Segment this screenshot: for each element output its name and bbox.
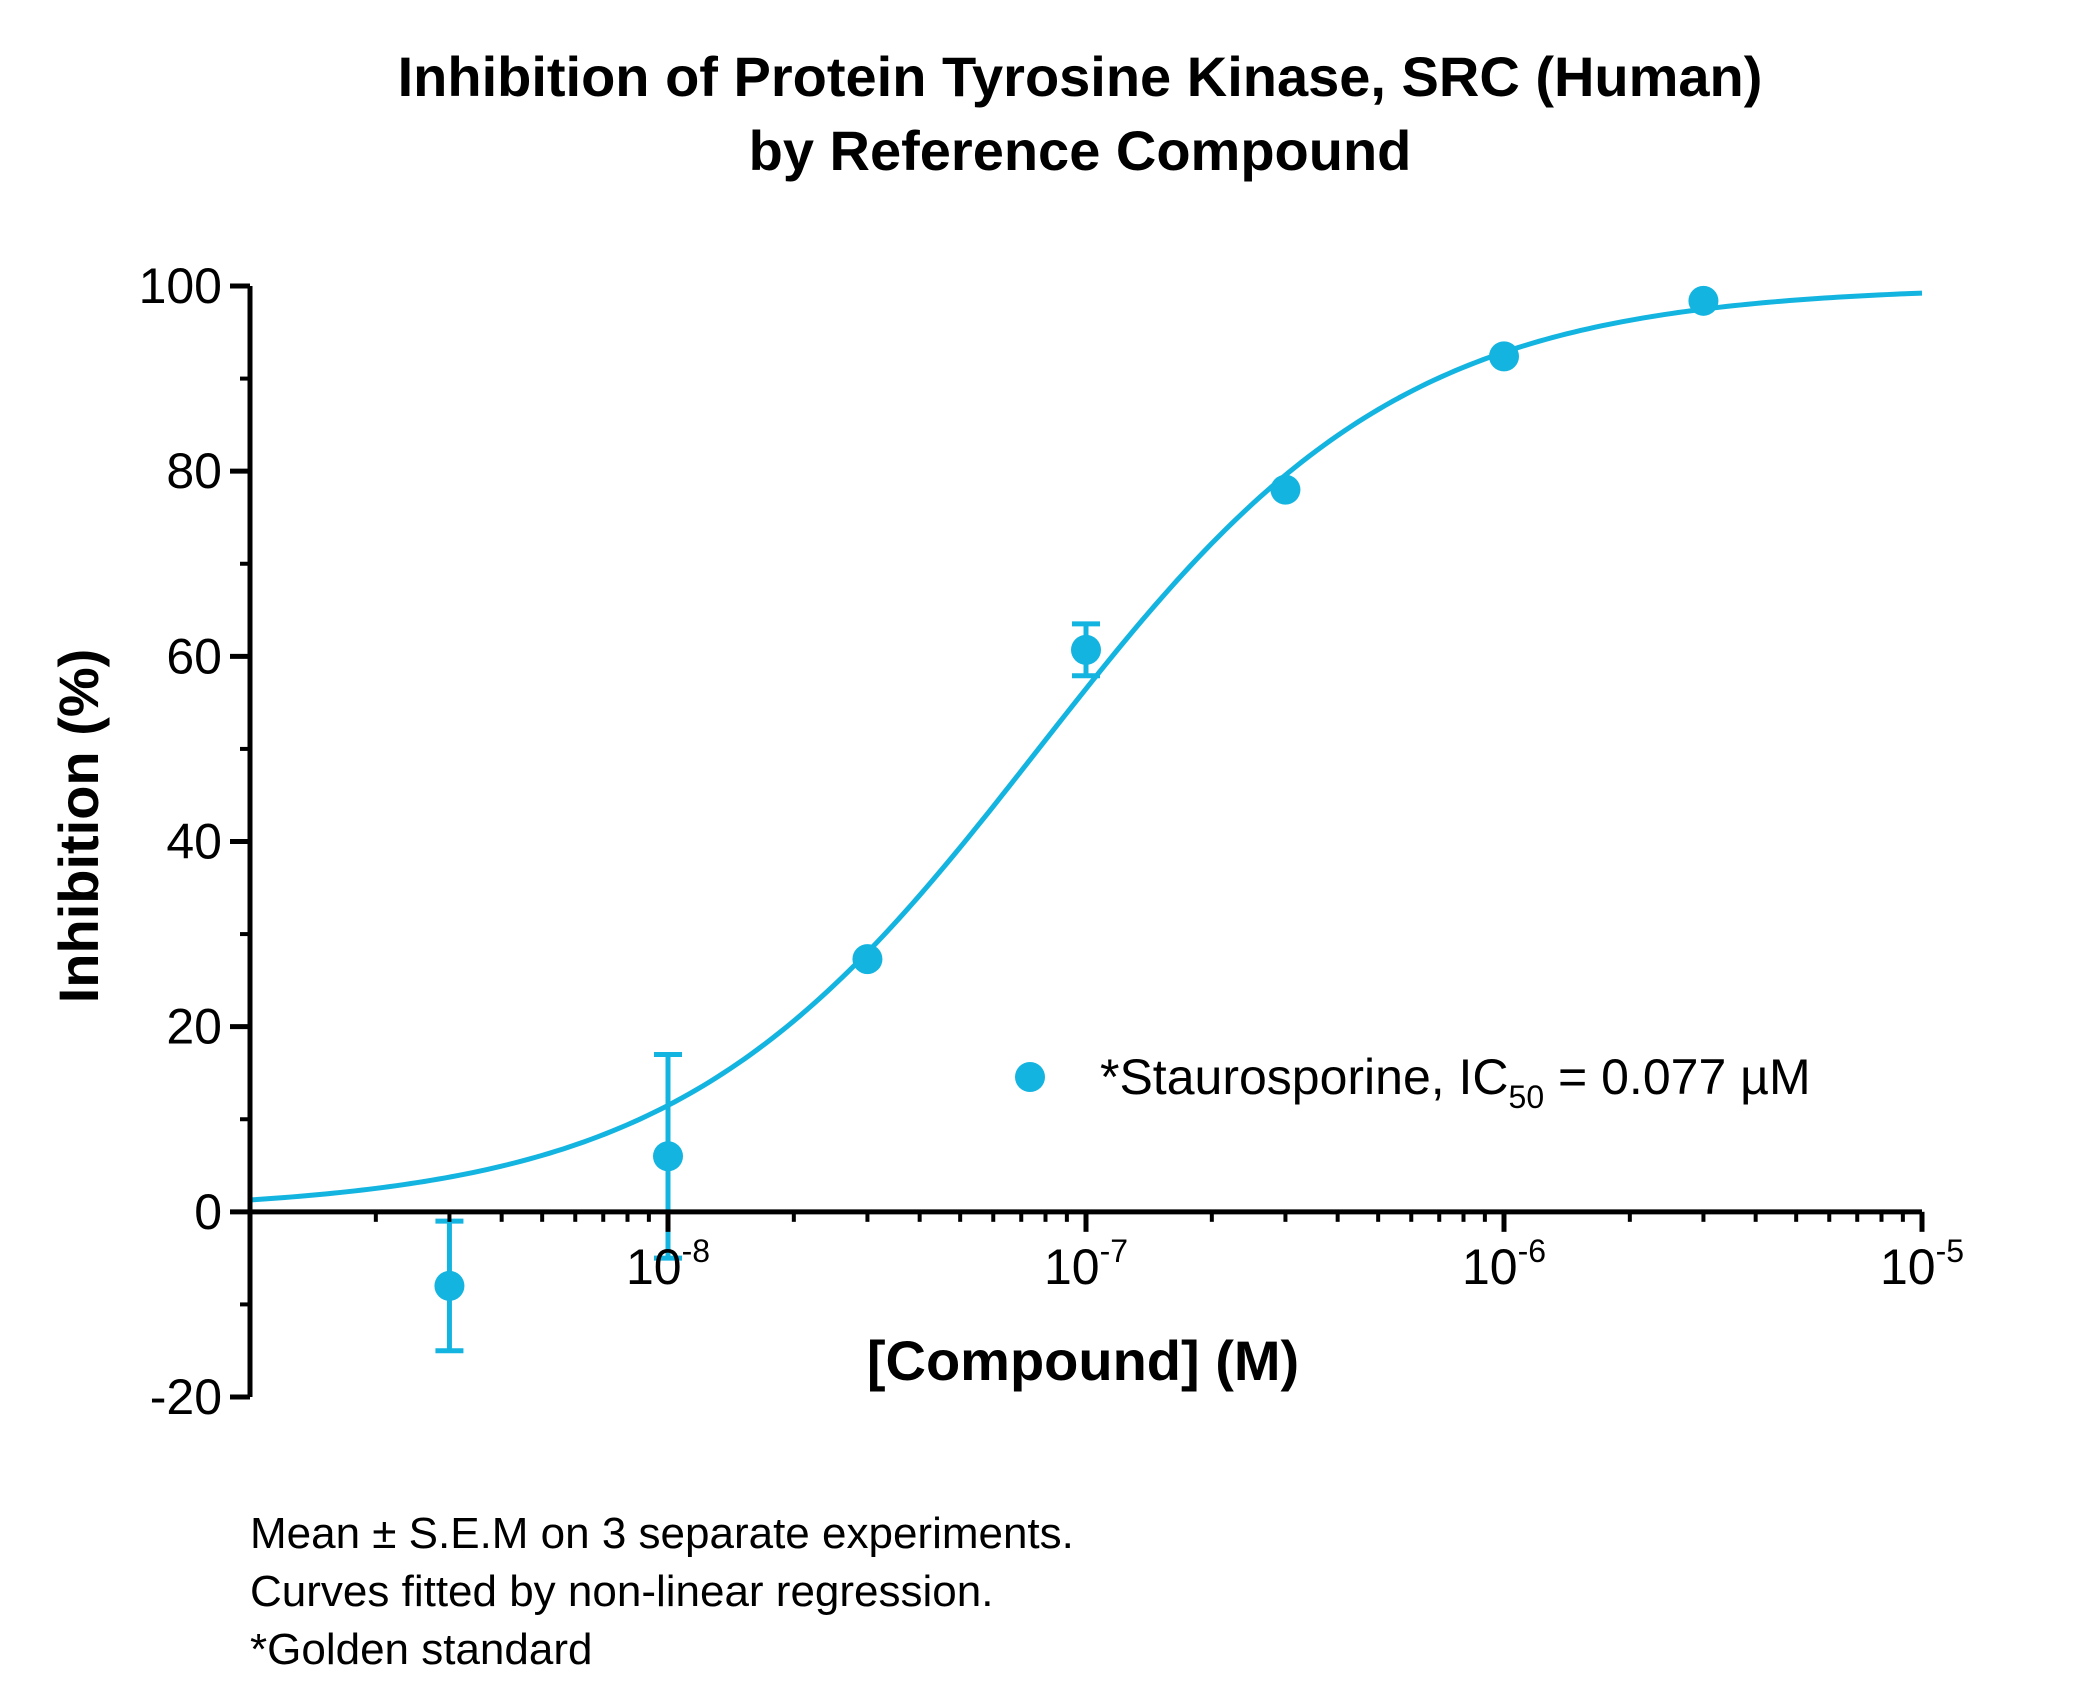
y-tick-label: 20 bbox=[166, 999, 222, 1055]
y-axis-title: Inhibition (%) bbox=[47, 649, 110, 1004]
footnote-line: Curves fitted by non-linear regression. bbox=[250, 1567, 993, 1616]
y-tick-label: -20 bbox=[150, 1369, 222, 1425]
data-point bbox=[1270, 474, 1301, 505]
legend-label-subscript: 50 bbox=[1509, 1079, 1545, 1115]
fit-curve bbox=[249, 290, 1923, 1203]
error-bars bbox=[435, 621, 1100, 1354]
data-points bbox=[434, 285, 1719, 1301]
footnote-line: Mean ± S.E.M on 3 separate experiments. bbox=[250, 1509, 1074, 1558]
x-ticks: 10-8 10-7 10-6 10-5 bbox=[247, 1211, 1964, 1295]
y-tick-label: 80 bbox=[166, 443, 222, 499]
data-point bbox=[434, 1270, 465, 1301]
chart-title-line-2: by Reference Compound bbox=[749, 119, 1412, 182]
data-point bbox=[653, 1141, 683, 1172]
legend-label-suffix: = 0.077 µM bbox=[1544, 1049, 1810, 1105]
data-point bbox=[852, 944, 883, 975]
x-axis: 10-8 10-7 10-6 10-5 bbox=[247, 1209, 1964, 1295]
chart-title: Inhibition of Protein Tyrosine Kinase, S… bbox=[398, 45, 1763, 182]
plot-area bbox=[249, 285, 1923, 1354]
legend-marker bbox=[1015, 1062, 1045, 1092]
data-point bbox=[1071, 634, 1101, 665]
y-tick-label: 40 bbox=[166, 814, 222, 870]
chart-title-line-1: Inhibition of Protein Tyrosine Kinase, S… bbox=[398, 45, 1763, 108]
x-tick-label: 10-6 bbox=[1462, 1233, 1546, 1295]
data-point bbox=[1489, 341, 1519, 372]
y-ticks: -20 0 20 40 60 80 100 bbox=[139, 258, 250, 1425]
x-axis-title: [Compound] (M) bbox=[867, 1329, 1299, 1392]
y-axis: -20 0 20 40 60 80 100 bbox=[139, 258, 253, 1425]
x-tick-label: 10-7 bbox=[1044, 1233, 1128, 1295]
legend-label: *Staurosporine, IC50 = 0.077 µM bbox=[1100, 1049, 1811, 1115]
y-tick-label: 0 bbox=[194, 1184, 222, 1240]
y-tick-label: 60 bbox=[166, 628, 222, 684]
legend: *Staurosporine, IC50 = 0.077 µM bbox=[1015, 1049, 1811, 1115]
footnote-line: *Golden standard bbox=[250, 1625, 592, 1674]
x-tick-label: 10-8 bbox=[626, 1233, 710, 1295]
x-tick-label: 10-5 bbox=[1880, 1233, 1964, 1295]
legend-label-prefix: *Staurosporine, IC bbox=[1100, 1049, 1509, 1105]
footnotes: Mean ± S.E.M on 3 separate experiments. … bbox=[250, 1509, 1074, 1674]
data-point bbox=[1688, 285, 1719, 316]
y-tick-label: 100 bbox=[139, 258, 222, 314]
